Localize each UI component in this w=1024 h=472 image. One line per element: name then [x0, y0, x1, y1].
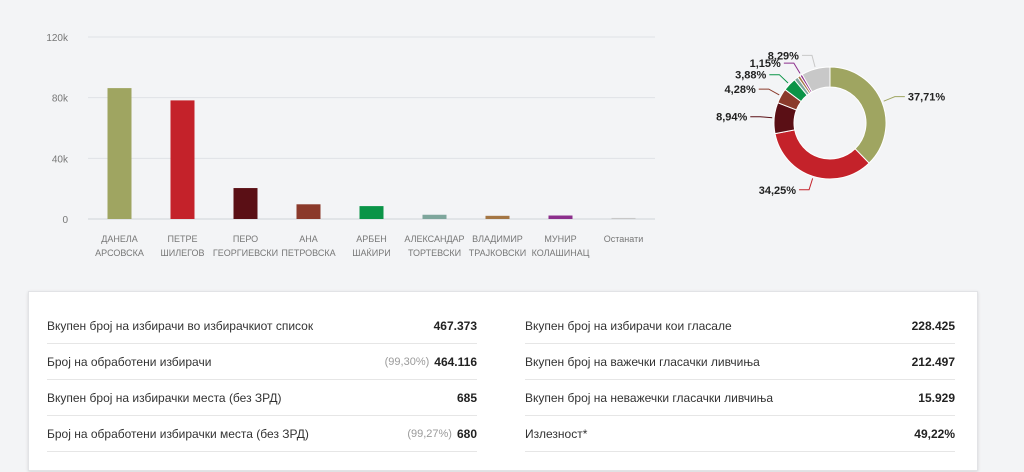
x-tick-label: АРБЕН ШАЌИРИ — [352, 234, 391, 258]
stats-value: 49,22% — [914, 426, 955, 441]
bar — [611, 217, 636, 219]
x-tick-label: АНА ПЕТРОВСКА — [281, 234, 336, 258]
stats-row: Вкупен број на избирачи кои гласале 228.… — [525, 308, 955, 344]
x-tick-label: ДАНЕЛА АРСОВСКА — [95, 234, 144, 258]
stats-row: Број на обработени избирачки места (без … — [47, 416, 477, 452]
donut-connector — [799, 178, 814, 191]
stats-label: Вкупен број на избирачи во избирачкиот с… — [47, 318, 314, 333]
donut-label: 34,25% — [759, 185, 797, 197]
stats-row: Вкупен број на неважечки гласачки ливчињ… — [525, 380, 955, 416]
stats-label: Вкупен број на неважечки гласачки ливчињ… — [525, 390, 774, 405]
donut-connector — [769, 74, 789, 84]
stats-percent: (99,30%) — [384, 355, 430, 368]
y-tick-label: 40k — [52, 154, 69, 165]
donut-label: 4,28% — [725, 84, 756, 96]
y-tick-label: 120k — [46, 33, 69, 44]
bar — [107, 88, 132, 219]
x-tick-label: ПЕРО ГЕОРГИЕВСКИ — [212, 234, 279, 258]
stats-left-column: Вкупен број на избирачи во избирачкиот с… — [47, 308, 477, 452]
y-tick-label: 80k — [52, 94, 69, 105]
stats-percent: (99,27%) — [407, 427, 452, 440]
bar — [233, 188, 258, 219]
donut-slice — [801, 66, 831, 93]
donut-label: 37,71% — [908, 92, 946, 104]
donut-label: 8,29% — [768, 50, 799, 62]
y-tick-label: 0 — [62, 215, 68, 226]
bar — [485, 215, 510, 219]
stats-label: Број на обработени избирачи — [47, 354, 212, 369]
stats-panel: Вкупен број на избирачи во избирачкиот с… — [28, 291, 978, 471]
x-tick-label: АЛЕКСАНДАР ТОРТЕВСКИ — [404, 234, 465, 258]
bar — [548, 215, 573, 219]
stats-value: 467.373 — [433, 318, 477, 333]
stats-value: 464.116 — [434, 354, 477, 369]
bar — [170, 100, 195, 219]
bar — [359, 206, 384, 219]
stats-row: Вкупен број на важечки гласачки ливчиња … — [525, 344, 955, 380]
bar — [422, 214, 447, 219]
stats-row: Излезност* 49,22% — [525, 416, 955, 452]
x-tick-label: ВЛАДИМИР ТРАЈКОВСКИ — [468, 234, 527, 258]
stats-value: 685 — [456, 390, 477, 405]
donut-chart: 37,71% 34,25% 8,94% 4,28% 3,88%1,15%8,29% — [716, 50, 946, 197]
x-tick-label: МУНИР КОЛАШИНАЦ — [531, 234, 590, 258]
donut-connector — [801, 54, 816, 68]
stats-value: 228.425 — [911, 318, 955, 333]
bar-chart: 0 40k 80k 120k — [46, 33, 655, 226]
stats-label: Вкупен број на избирачки места (без ЗРД) — [47, 390, 282, 405]
stats-value: 680 — [456, 426, 477, 441]
bar — [296, 204, 321, 219]
donut-label: 1,15% — [750, 58, 781, 70]
stats-label: Вкупен број на избирачи кои гласале — [525, 318, 732, 333]
donut-label: 3,88% — [735, 70, 766, 82]
stats-label: Излезност* — [525, 426, 588, 441]
x-tick-label: ПЕТРЕ ШИЛЕГОВ — [160, 234, 205, 258]
donut-label: 8,94% — [716, 112, 747, 124]
stats-row: Вкупен број на избирачи во избирачкиот с… — [47, 308, 477, 344]
donut-connector — [883, 96, 905, 102]
donut-connector — [758, 88, 780, 96]
stats-label: Вкупен број на важечки гласачки ливчиња — [525, 354, 760, 369]
stats-value: 15.929 — [918, 390, 955, 405]
x-tick-label: Останати — [603, 234, 644, 244]
stats-row: Број на обработени избирачи (99,30%) 464… — [47, 344, 477, 380]
stats-value: 212.497 — [911, 354, 955, 369]
donut-connector — [783, 62, 801, 74]
donut-slice — [774, 129, 870, 180]
donut-slice — [829, 66, 887, 164]
stats-right-column: Вкупен број на избирачи кои гласале 228.… — [525, 308, 955, 452]
stats-row: Вкупен број на избирачки места (без ЗРД)… — [47, 380, 477, 416]
stats-label: Број на обработени избирачки места (без … — [47, 426, 309, 441]
donut-connector — [750, 116, 773, 119]
